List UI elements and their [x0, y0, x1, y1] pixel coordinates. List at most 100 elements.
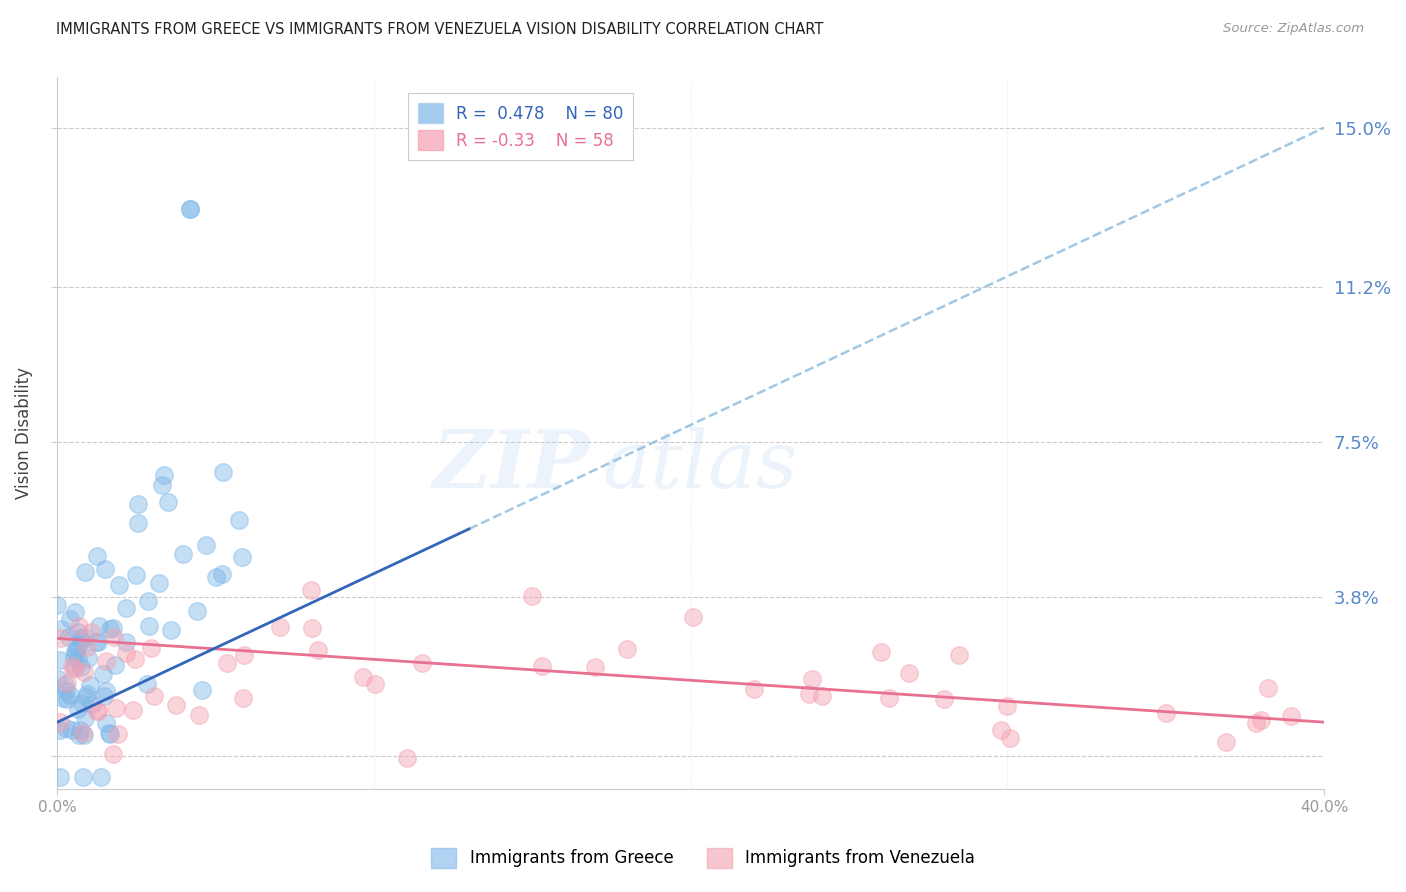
Point [948, 648, 970, 662]
Point [157, 495, 180, 509]
Point [1215, 735, 1237, 749]
Point [990, 723, 1012, 737]
Point [63, 644, 86, 658]
Point [59, 612, 82, 626]
Point [98, 726, 121, 740]
Point [69, 660, 91, 674]
Point [877, 690, 900, 705]
Point [67, 639, 90, 653]
Point [152, 467, 174, 482]
Point [299, 583, 322, 598]
Point [46, 673, 69, 687]
Point [997, 699, 1019, 714]
Point [49, 770, 72, 784]
Point [63, 649, 86, 664]
Point [72, 770, 94, 784]
Point [616, 641, 638, 656]
Point [115, 600, 138, 615]
Point [104, 658, 127, 673]
Point [186, 604, 208, 618]
Legend: R =  0.478    N = 80, R = -0.33    N = 58: R = 0.478 N = 80, R = -0.33 N = 58 [408, 93, 633, 161]
Point [307, 642, 329, 657]
Point [1279, 708, 1302, 723]
Point [172, 547, 194, 561]
Point [1250, 713, 1272, 727]
Point [49, 623, 72, 637]
Point [53, 678, 76, 692]
Point [136, 676, 159, 690]
Point [69, 631, 91, 645]
Point [67, 624, 90, 639]
Point [104, 701, 127, 715]
Point [51, 631, 73, 645]
Point [60, 659, 83, 673]
Point [96, 715, 118, 730]
Point [70, 633, 93, 648]
Text: ZIP: ZIP [433, 426, 589, 504]
Point [411, 656, 433, 670]
Point [150, 478, 173, 492]
Y-axis label: Vision Disability: Vision Disability [15, 368, 32, 500]
Point [79, 678, 101, 692]
Point [94, 683, 117, 698]
Point [191, 682, 214, 697]
Point [898, 665, 921, 680]
Text: atlas: atlas [602, 426, 797, 504]
Legend: Immigrants from Greece, Immigrants from Venezuela: Immigrants from Greece, Immigrants from … [425, 841, 981, 875]
Point [269, 620, 291, 634]
Point [228, 513, 250, 527]
Point [63, 660, 86, 674]
Point [66, 652, 89, 666]
Point [73, 665, 96, 680]
Point [1257, 681, 1279, 696]
Point [82, 697, 104, 711]
Point [70, 696, 93, 710]
Point [138, 594, 160, 608]
Point [69, 723, 91, 738]
Point [522, 589, 544, 603]
Text: Source: ZipAtlas.com: Source: ZipAtlas.com [1223, 22, 1364, 36]
Point [86, 704, 108, 718]
Point [143, 690, 166, 704]
Point [62, 662, 84, 676]
Point [160, 623, 183, 637]
Point [87, 704, 110, 718]
Point [58, 631, 80, 645]
Point [101, 621, 124, 635]
Point [231, 550, 253, 565]
Point [94, 561, 117, 575]
Point [124, 652, 146, 666]
Point [67, 619, 90, 633]
Point [46, 599, 69, 613]
Point [138, 619, 160, 633]
Point [800, 672, 823, 686]
Point [89, 770, 111, 784]
Point [364, 677, 387, 691]
Point [122, 703, 145, 717]
Point [49, 715, 72, 730]
Point [301, 621, 323, 635]
Point [108, 578, 131, 592]
Point [86, 549, 108, 563]
Point [60, 723, 83, 738]
Point [352, 670, 374, 684]
Point [75, 711, 97, 725]
Point [98, 622, 121, 636]
Point [73, 728, 96, 742]
Point [55, 683, 77, 698]
Point [52, 691, 75, 706]
Point [87, 635, 110, 649]
Point [72, 630, 94, 644]
Point [55, 721, 77, 735]
Point [94, 654, 117, 668]
Point [1154, 706, 1177, 720]
Point [65, 645, 87, 659]
Point [998, 731, 1021, 745]
Point [76, 687, 98, 701]
Point [67, 728, 90, 742]
Point [76, 651, 98, 665]
Text: IMMIGRANTS FROM GREECE VS IMMIGRANTS FROM VENEZUELA VISION DISABILITY CORRELATIO: IMMIGRANTS FROM GREECE VS IMMIGRANTS FRO… [56, 22, 824, 37]
Point [93, 689, 115, 703]
Point [215, 656, 238, 670]
Point [115, 634, 138, 648]
